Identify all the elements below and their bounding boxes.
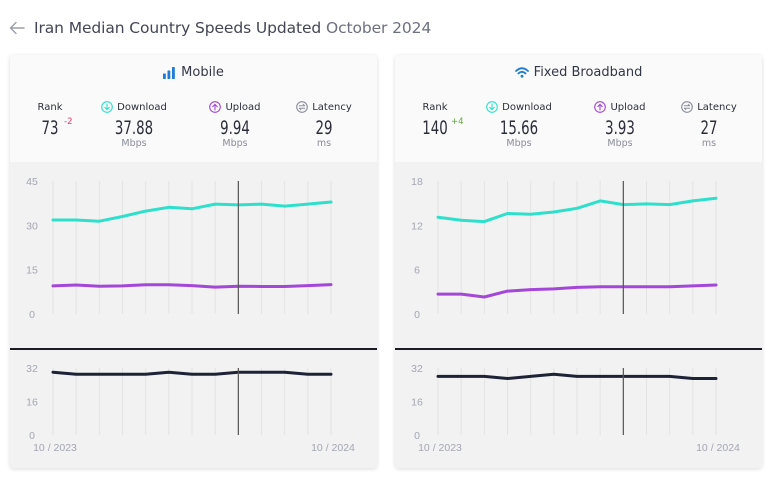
panel-title-text: Fixed Broadband <box>533 65 643 80</box>
download-metric: Download 37.88 Mbps <box>94 100 174 149</box>
chart-divider <box>395 348 762 350</box>
upload-value: 9.94 <box>220 117 250 139</box>
mobile-panel: Mobile Rank 73 -2 Download 37.88 Mbps <box>10 55 377 468</box>
page-title-text: Iran Median Country Speeds Updated <box>34 19 322 37</box>
mobile-summary: Mobile Rank 73 -2 Download 37.88 Mbps <box>10 55 377 162</box>
y-tick-label: 0 <box>414 309 420 321</box>
latency-label: Latency <box>312 101 352 113</box>
y-tick-label: 16 <box>411 397 423 409</box>
page-header: Iran Median Country Speeds Updated Octob… <box>8 16 431 40</box>
download-label: Download <box>117 101 167 113</box>
upload-metric: Upload 9.94 Mbps <box>198 100 272 149</box>
upload-icon <box>594 101 607 113</box>
x-tick-label: 10 / 2023 <box>33 442 77 454</box>
y-tick-label: 6 <box>414 265 420 277</box>
y-tick-label: 32 <box>26 363 38 375</box>
signal-bars-icon <box>163 66 175 79</box>
page-title: Iran Median Country Speeds Updated Octob… <box>34 19 431 37</box>
x-tick-label: 10 / 2024 <box>696 442 740 454</box>
latency-unit: ms <box>701 138 717 149</box>
series-line-latency <box>51 370 333 376</box>
arrow-left-icon[interactable] <box>8 19 26 37</box>
download-unit: Mbps <box>121 138 147 149</box>
download-icon <box>486 101 498 113</box>
latency-metric: Latency 29 ms <box>290 100 358 149</box>
series-line-download <box>436 196 718 224</box>
latency-icon <box>681 101 694 113</box>
rank-value: 140 <box>422 117 448 139</box>
latency-icon <box>296 101 309 113</box>
panel-title-text: Mobile <box>181 65 224 80</box>
rank-metric: Rank 73 -2 <box>28 100 73 140</box>
rank-change: +4 <box>451 117 464 127</box>
latency-value: 27 <box>700 117 718 139</box>
download-unit: Mbps <box>506 138 532 149</box>
series-line-upload <box>51 283 333 289</box>
y-tick-label: 0 <box>414 430 420 442</box>
download-value: 15.66 <box>499 117 539 139</box>
y-tick-label: 30 <box>26 220 38 232</box>
fixed-broadband-charts[interactable]: 0 6 12 18 0 16 32 10 / 2023 10 / 2024 <box>395 55 762 468</box>
download-label: Download <box>502 101 552 113</box>
chart-divider <box>10 348 377 350</box>
latency-value: 29 <box>315 117 333 139</box>
rank-label: Rank <box>422 101 448 113</box>
panel-title: Fixed Broadband <box>395 65 762 80</box>
rank-value: 73 <box>41 117 59 139</box>
panel-title: Mobile <box>10 65 377 80</box>
y-tick-label: 0 <box>29 309 35 321</box>
y-tick-label: 16 <box>26 397 38 409</box>
upload-label: Upload <box>225 101 261 113</box>
rank-change: -2 <box>64 117 73 127</box>
upload-unit: Mbps <box>222 138 248 149</box>
rank-label: Rank <box>37 101 63 113</box>
series-line-latency <box>436 372 718 380</box>
fixed-broadband-panel: Fixed Broadband Rank 140 +4 Download 15.… <box>395 55 762 468</box>
y-tick-label: 12 <box>411 220 423 232</box>
download-value: 37.88 <box>114 117 154 139</box>
download-metric: Download 15.66 Mbps <box>479 100 559 149</box>
series-line-download <box>51 200 333 223</box>
download-icon <box>101 101 113 113</box>
updated-date: October 2024 <box>326 19 432 37</box>
mobile-charts[interactable]: 0 15 30 45 0 16 32 10 / 2023 10 / 2024 <box>10 55 377 468</box>
y-tick-label: 0 <box>29 430 35 442</box>
upload-unit: Mbps <box>607 138 633 149</box>
y-tick-label: 18 <box>411 176 423 188</box>
latency-metric: Latency 27 ms <box>675 100 743 149</box>
y-tick-label: 15 <box>26 265 38 277</box>
upload-value: 3.93 <box>605 117 635 139</box>
upload-metric: Upload 3.93 Mbps <box>583 100 657 149</box>
rank-metric: Rank 140 +4 <box>413 100 463 140</box>
latency-unit: ms <box>316 138 332 149</box>
x-tick-label: 10 / 2023 <box>418 442 462 454</box>
fixed-summary: Fixed Broadband Rank 140 +4 Download 15.… <box>395 55 762 162</box>
latency-label: Latency <box>697 101 737 113</box>
upload-icon <box>209 101 222 113</box>
y-tick-label: 45 <box>26 176 38 188</box>
wifi-icon <box>514 67 529 78</box>
upload-label: Upload <box>610 101 646 113</box>
x-tick-label: 10 / 2024 <box>311 442 355 454</box>
y-tick-label: 32 <box>411 363 423 375</box>
